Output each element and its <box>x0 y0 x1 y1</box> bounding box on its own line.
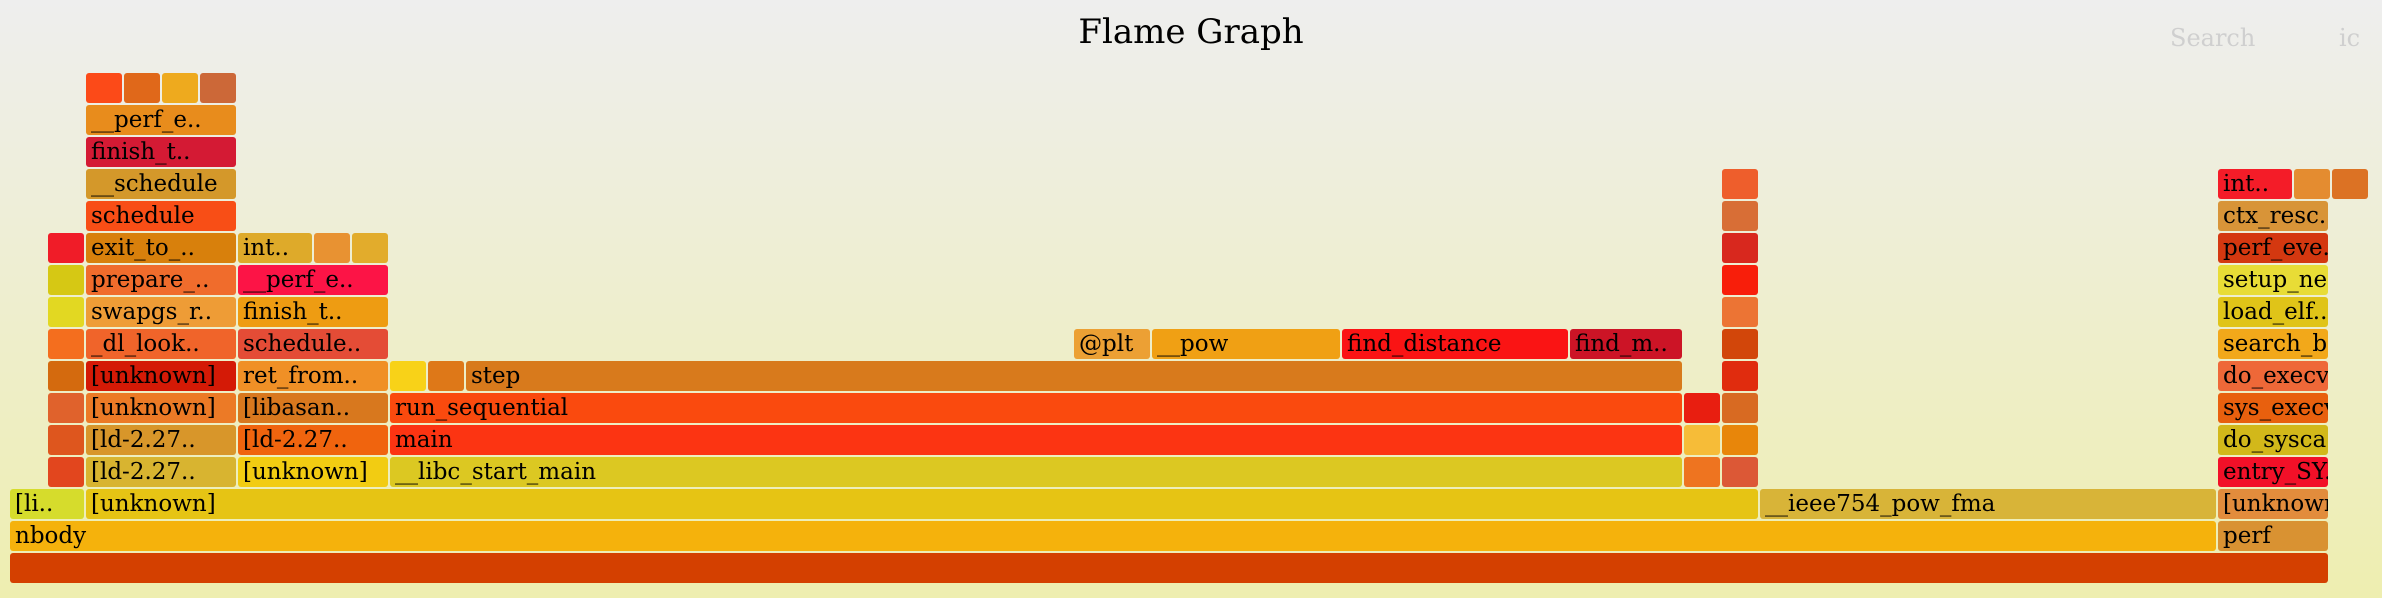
flame-frame[interactable] <box>2332 169 2368 199</box>
flame-frame[interactable]: prepare_.. <box>86 265 236 295</box>
flame-frame[interactable]: load_elf.. <box>2218 297 2328 327</box>
flame-frame[interactable]: exit_to_.. <box>86 233 236 263</box>
flame-frame[interactable]: __schedule <box>86 169 236 199</box>
flame-frame[interactable]: [unknown] <box>86 393 236 423</box>
flame-frame[interactable] <box>162 73 198 103</box>
flame-frame[interactable] <box>1684 393 1720 423</box>
flame-frame[interactable]: [unknown] <box>86 361 236 391</box>
flame-frame[interactable]: __perf_e.. <box>86 105 236 135</box>
page-title: Flame Graph <box>1078 12 1304 52</box>
flame-frame[interactable]: [ld-2.27.. <box>238 425 388 455</box>
flame-frame[interactable]: schedule.. <box>238 329 388 359</box>
flame-frame[interactable] <box>48 393 84 423</box>
flame-frame[interactable]: swapgs_r.. <box>86 297 236 327</box>
flame-frame[interactable] <box>352 233 388 263</box>
flame-frame[interactable] <box>1722 265 1758 295</box>
flame-frame[interactable]: _dl_look.. <box>86 329 236 359</box>
flame-frame[interactable]: search_b.. <box>2218 329 2328 359</box>
ignore-case-toggle[interactable]: ic <box>2339 24 2361 52</box>
flame-frame[interactable]: do_sysca.. <box>2218 425 2328 455</box>
flame-frame[interactable]: entry_SY.. <box>2218 457 2328 487</box>
flame-frame[interactable]: [unknown] <box>2218 489 2328 519</box>
search-button[interactable]: Search <box>2170 24 2256 52</box>
flame-frame[interactable]: find_distance <box>1342 329 1568 359</box>
flame-frame[interactable]: nbody <box>10 521 2216 551</box>
flame-frame[interactable] <box>1722 457 1758 487</box>
flame-frame[interactable]: [ld-2.27.. <box>86 457 236 487</box>
flame-frame[interactable] <box>10 553 2328 583</box>
flame-frame[interactable] <box>48 425 84 455</box>
flame-frame[interactable]: perf_eve.. <box>2218 233 2328 263</box>
flame-frame[interactable] <box>124 73 160 103</box>
flame-frame[interactable] <box>390 361 426 391</box>
flame-frame[interactable]: find_m.. <box>1570 329 1682 359</box>
flame-frame[interactable] <box>1722 393 1758 423</box>
flame-frame[interactable] <box>428 361 464 391</box>
flame-frame[interactable]: [unknown] <box>86 489 1758 519</box>
flame-frame[interactable]: ret_from.. <box>238 361 388 391</box>
flame-frame[interactable]: ctx_resc.. <box>2218 201 2328 231</box>
flame-frame[interactable]: int.. <box>2218 169 2292 199</box>
flame-frame[interactable] <box>1722 233 1758 263</box>
flame-frame[interactable]: schedule <box>86 201 236 231</box>
flame-frame[interactable]: [ld-2.27.. <box>86 425 236 455</box>
flame-frame[interactable]: setup_ne.. <box>2218 265 2328 295</box>
flame-frame[interactable] <box>1722 297 1758 327</box>
flame-frame[interactable] <box>48 457 84 487</box>
flame-frame[interactable]: perf <box>2218 521 2328 551</box>
flame-frame[interactable]: [unknown] <box>238 457 388 487</box>
flame-frame[interactable]: __libc_start_main <box>390 457 1682 487</box>
flame-frame[interactable] <box>1722 361 1758 391</box>
flame-frame[interactable] <box>314 233 350 263</box>
flame-frame[interactable]: int.. <box>238 233 312 263</box>
flame-frame[interactable] <box>1684 457 1720 487</box>
flame-frame[interactable] <box>86 73 122 103</box>
flame-frame[interactable]: @plt <box>1074 329 1150 359</box>
flame-frame[interactable] <box>48 329 84 359</box>
flame-frame[interactable]: finish_t.. <box>86 137 236 167</box>
flame-frame[interactable] <box>1722 329 1758 359</box>
flame-frame[interactable]: finish_t.. <box>238 297 388 327</box>
flame-frame[interactable]: __pow <box>1152 329 1340 359</box>
flame-frame[interactable] <box>2294 169 2330 199</box>
flame-frame[interactable] <box>200 73 236 103</box>
flame-frame[interactable]: __perf_e.. <box>238 265 388 295</box>
flame-frame[interactable]: [li.. <box>10 489 84 519</box>
flame-frame[interactable] <box>48 361 84 391</box>
flame-frame[interactable]: __ieee754_pow_fma <box>1760 489 2216 519</box>
flame-frame[interactable]: main <box>390 425 1682 455</box>
flame-frame[interactable] <box>48 265 84 295</box>
flame-frame[interactable] <box>1722 425 1758 455</box>
flame-frame[interactable] <box>48 297 84 327</box>
flame-frame[interactable] <box>1722 169 1758 199</box>
flame-frame[interactable]: run_sequential <box>390 393 1682 423</box>
flame-frame[interactable]: step <box>466 361 1682 391</box>
flame-frame[interactable] <box>48 233 84 263</box>
flame-frame[interactable]: sys_execve <box>2218 393 2328 423</box>
flame-frame[interactable] <box>1722 201 1758 231</box>
flame-frame[interactable]: do_execv.. <box>2218 361 2328 391</box>
flame-frame[interactable]: [libasan.. <box>238 393 388 423</box>
flame-frame[interactable] <box>1684 425 1720 455</box>
